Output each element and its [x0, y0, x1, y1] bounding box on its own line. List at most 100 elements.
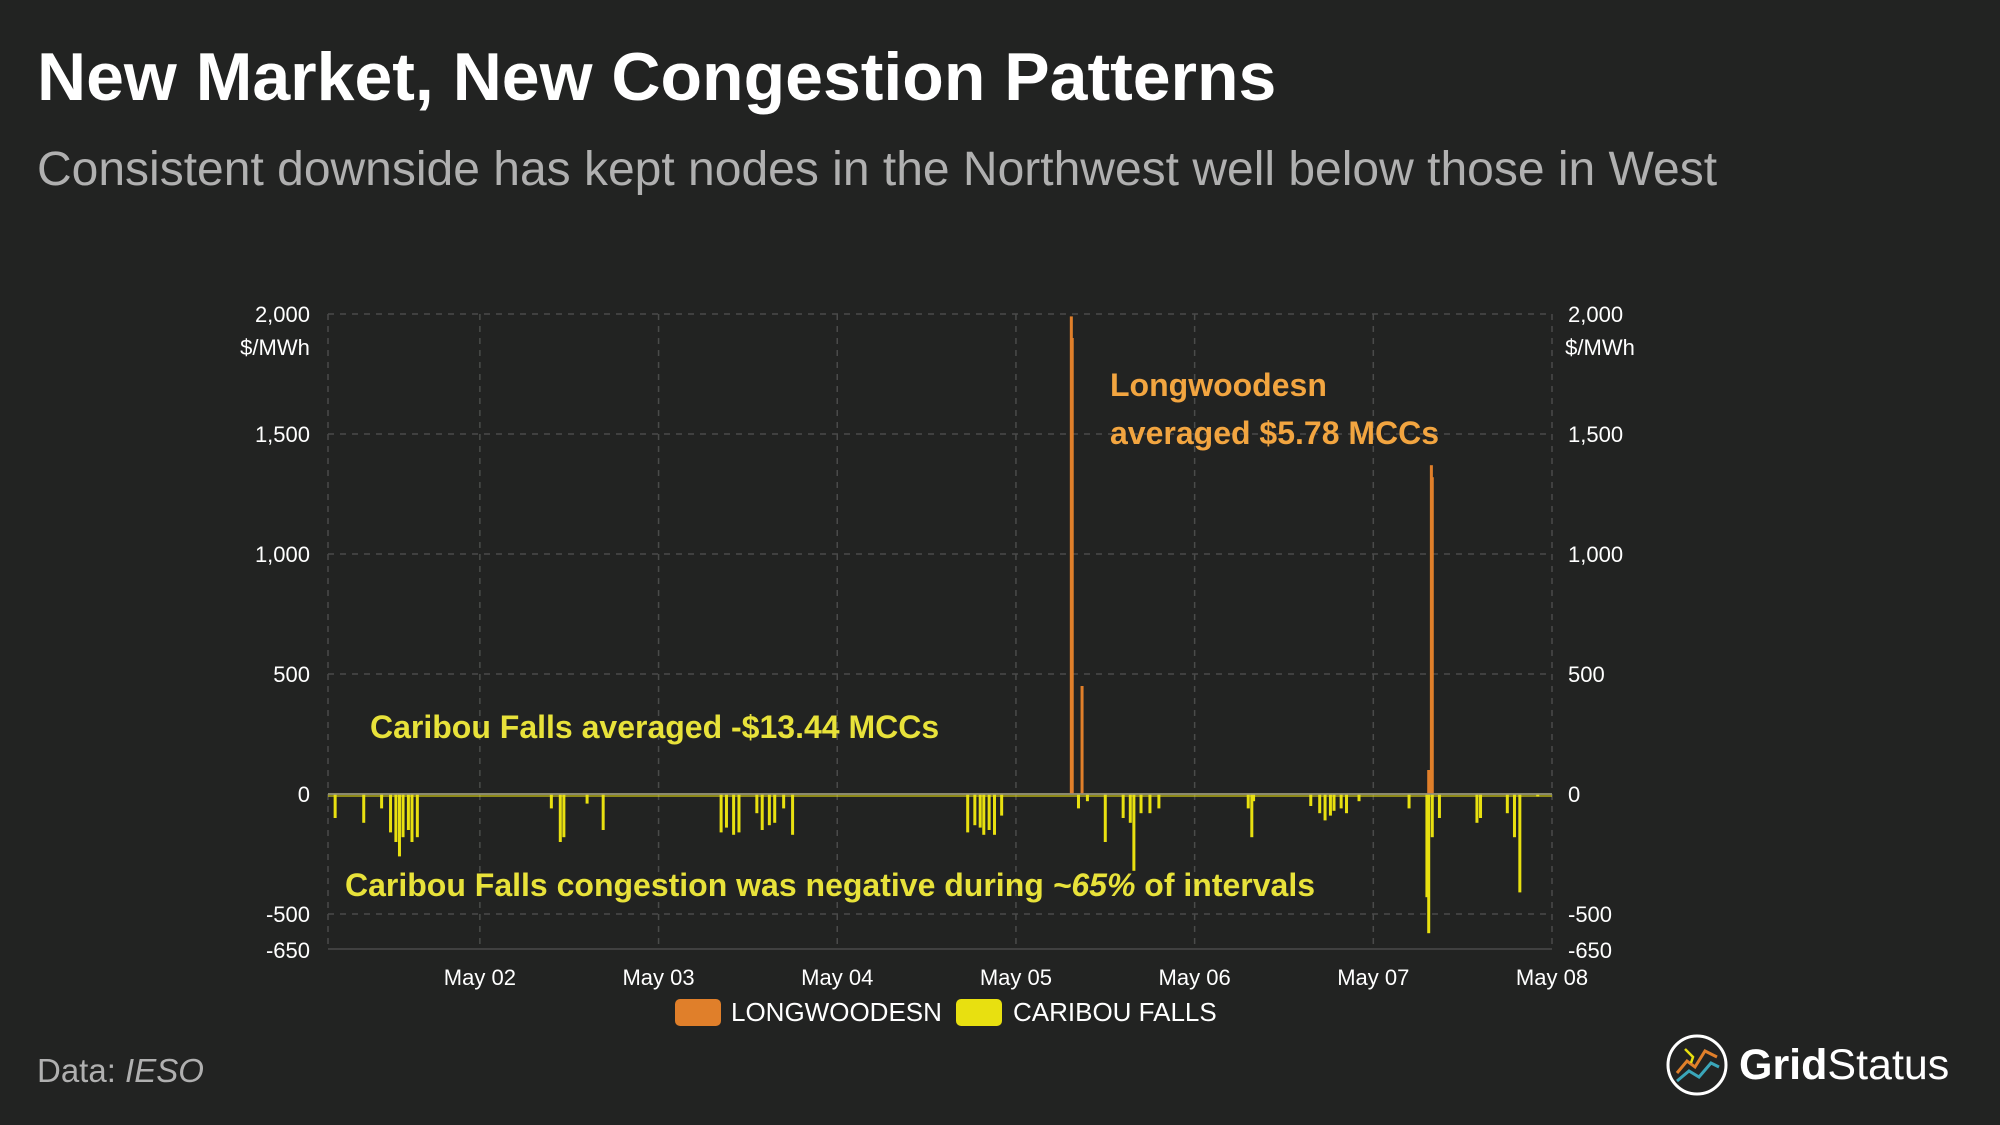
bar-caribou-falls [401, 794, 405, 838]
bar-caribou-falls [585, 794, 589, 804]
bar-longwoodesn [1427, 770, 1431, 794]
bar-caribou-falls [1328, 794, 1332, 816]
bar-caribou-falls [973, 794, 977, 826]
bar-caribou-falls [406, 794, 410, 830]
bar-caribou-falls [1430, 794, 1434, 838]
bar-caribou-falls [1323, 794, 1327, 821]
bar-caribou-falls [1479, 794, 1483, 818]
legend-swatch-longwoodesn [675, 999, 721, 1026]
data-source-name: IESO [125, 1052, 204, 1089]
x-tick-label: May 05 [980, 965, 1052, 990]
annotation-longwoodesn-name: Longwoodesn [1110, 367, 1327, 403]
bar-caribou-falls [562, 794, 566, 838]
bar-caribou-falls [1318, 794, 1322, 814]
bar-caribou-falls [1437, 794, 1441, 818]
chart-grid [327, 313, 1553, 950]
bar-caribou-falls [415, 794, 419, 838]
bar-caribou-falls [773, 794, 777, 823]
bar-caribou-falls [1132, 794, 1136, 871]
bar-caribou-falls [1407, 794, 1411, 809]
y-unit-label-right: $/MWh [1565, 335, 1635, 360]
page-subtitle: Consistent downside has kept nodes in th… [37, 143, 1718, 196]
y-tick-label-right: 500 [1568, 662, 1605, 687]
bar-caribou-falls [1425, 794, 1429, 898]
bar-caribou-falls [724, 794, 728, 828]
bar-caribou-falls [1518, 794, 1522, 893]
bar-caribou-falls [1085, 794, 1089, 802]
bar-caribou-falls [389, 794, 393, 833]
y-tick-label-left: -500 [266, 902, 310, 927]
brand-name: GridStatus [1739, 1040, 1950, 1089]
annotation-longwoodesn-average: averaged $5.78 MCCs [1110, 415, 1439, 451]
bar-caribou-falls [1309, 794, 1313, 806]
annotation-caribou-negative: Caribou Falls congestion was negative du… [345, 867, 1315, 903]
bar-caribou-falls [1139, 794, 1143, 814]
bar-caribou-falls [1505, 794, 1509, 814]
bar-caribou-falls [1339, 794, 1343, 809]
bar-caribou-falls [782, 794, 786, 809]
bar-caribou-falls [1427, 794, 1431, 934]
bar-caribou-falls [549, 794, 553, 809]
bar-caribou-falls [760, 794, 764, 830]
bar-caribou-falls [978, 794, 982, 828]
x-tick-label: May 04 [801, 965, 873, 990]
chart-bars [328, 316, 1552, 934]
bar-caribou-falls [1121, 794, 1125, 818]
bar-caribou-falls [1246, 794, 1250, 809]
bar-caribou-falls [992, 794, 996, 835]
bar-caribou-falls [755, 794, 759, 814]
bar-caribou-falls [1345, 794, 1349, 814]
bar-caribou-falls [1157, 794, 1161, 809]
bar-caribou-falls [719, 794, 723, 833]
data-source-label: Data: [37, 1052, 116, 1089]
bar-caribou-falls [987, 794, 991, 830]
bar-caribou-falls [737, 794, 741, 833]
chart-axes: -650 -650 -500 -500 0 0 500 500 1,000 1,000 1,500 1… [255, 302, 1623, 990]
bar-longwoodesn [1070, 338, 1074, 794]
bar-caribou-falls [791, 794, 795, 835]
page-title: New Market, New Congestion Patterns [37, 39, 1277, 115]
legend-label-caribou: CARIBOU FALLS [1013, 997, 1217, 1027]
x-tick-label: May 08 [1516, 965, 1588, 990]
brand-logo: GridStatus [1665, 1030, 1949, 1100]
band-caribou-falls [328, 793, 1552, 797]
bar-caribou-falls [394, 794, 398, 842]
y-tick-label-left: 500 [273, 662, 310, 687]
y-unit-label-left: $/MWh [240, 335, 310, 360]
bar-caribou-falls [1250, 794, 1254, 838]
bar-caribou-falls [982, 794, 986, 835]
legend-swatch-caribou [956, 999, 1002, 1026]
x-tick-label: May 07 [1337, 965, 1409, 990]
bar-caribou-falls [1332, 794, 1336, 811]
y-tick-label-right: 0 [1568, 782, 1580, 807]
x-tick-label: May 06 [1159, 965, 1231, 990]
bar-caribou-falls [1000, 794, 1004, 816]
bar-caribou-falls [362, 794, 366, 823]
x-tick-label: May 02 [444, 965, 516, 990]
legend-label-longwoodesn: LONGWOODESN [731, 997, 942, 1027]
bar-caribou-falls [1512, 794, 1516, 838]
bar-longwoodesn [1430, 477, 1434, 794]
chart-legend: LONGWOODESN CARIBOU FALLS [675, 997, 1217, 1027]
bar-caribou-falls [333, 794, 337, 818]
data-source: Data: IESO [37, 1052, 204, 1090]
annotation-caribou-average: Caribou Falls averaged -$13.44 MCCs [370, 709, 939, 745]
bar-caribou-falls [1252, 794, 1256, 802]
bar-caribou-falls [397, 794, 401, 857]
bar-caribou-falls [1357, 794, 1361, 802]
y-tick-label-left: 1,000 [255, 542, 310, 567]
bar-caribou-falls [1128, 794, 1132, 823]
y-tick-label-left: 1,500 [255, 422, 310, 447]
grid-status-logo-icon [1666, 1034, 1728, 1096]
y-tick-label-right: 1,500 [1568, 422, 1623, 447]
y-tick-label-right: -500 [1568, 902, 1612, 927]
bar-caribou-falls [380, 794, 384, 809]
bar-longwoodesn [1080, 686, 1084, 794]
y-tick-label-right: 2,000 [1568, 302, 1623, 327]
bar-caribou-falls [1148, 794, 1152, 814]
y-tick-label-left: -650 [266, 938, 310, 963]
y-tick-label-left: 0 [298, 782, 310, 807]
bar-caribou-falls [767, 794, 771, 826]
bar-caribou-falls [601, 794, 605, 830]
bar-caribou-falls [1076, 794, 1080, 809]
